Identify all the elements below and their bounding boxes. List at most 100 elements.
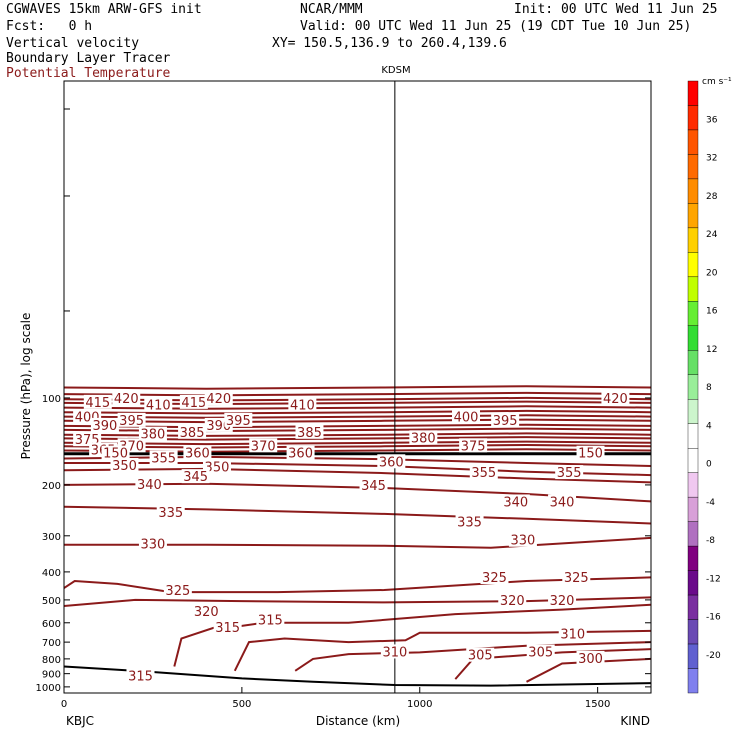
contour-label: 320 <box>550 594 575 609</box>
contour-label: 380 <box>141 428 166 443</box>
contour-label-bg <box>192 603 221 618</box>
contour-label: 150 <box>578 447 603 462</box>
contour-label: 335 <box>457 516 482 531</box>
contour-label: 360 <box>379 455 404 470</box>
contour-label-bg <box>126 668 155 683</box>
x-tick-label: 0 <box>61 699 67 710</box>
contour-label: 380 <box>411 431 436 446</box>
contour-label: 415 <box>181 396 206 411</box>
x-axis-label: Distance (km) <box>316 714 400 728</box>
contour-label: 350 <box>112 459 137 474</box>
contour-label: 410 <box>146 398 171 413</box>
contour-label-bg <box>181 469 210 484</box>
contour-label-bg <box>138 426 167 441</box>
contour-label-bg <box>562 570 591 585</box>
contour-label-bg <box>149 450 178 465</box>
x-tick-label: 1500 <box>585 699 610 710</box>
contour-label-bg <box>576 445 605 460</box>
contour-label: 345 <box>361 479 386 494</box>
contour-label-bg <box>548 494 577 509</box>
contour-label: 315 <box>215 621 240 636</box>
colorbar-swatch <box>687 350 699 375</box>
plot-frame <box>63 80 652 694</box>
contour-label-bg <box>90 417 119 432</box>
colorbar-swatch <box>687 448 699 473</box>
contour-label: 355 <box>557 466 582 481</box>
colorbar-swatch <box>687 399 699 424</box>
colorbar-label: 8 <box>706 383 712 393</box>
y-tick-label: 500 <box>42 596 61 607</box>
contour-label-bg <box>288 397 317 412</box>
contour-label-bg <box>224 412 253 427</box>
contour-label-bg <box>163 582 192 597</box>
contour-label: 330 <box>141 538 166 553</box>
colorbar-swatch <box>687 227 699 253</box>
field-boundary-layer-tracer: Boundary Layer Tracer <box>6 51 171 66</box>
colorbar-swatch <box>687 374 699 400</box>
colorbar-swatch <box>687 325 699 351</box>
contour-label: 340 <box>550 495 575 510</box>
colorbar-swatch <box>687 545 699 571</box>
contour-label-bg <box>110 457 139 472</box>
contour-label: 310 <box>382 645 407 660</box>
contour-label-bg <box>178 424 207 439</box>
contour-label-bg <box>179 394 208 409</box>
contour-label-bg <box>202 459 231 474</box>
colorbar-label: -4 <box>706 498 715 508</box>
contour-label-bg <box>452 409 481 424</box>
colorbar-label: 24 <box>706 230 718 240</box>
contour-label-bg <box>295 424 324 439</box>
contour-label-bg <box>138 536 167 551</box>
contour-label: 340 <box>137 478 162 493</box>
contour-label-bg <box>156 504 185 519</box>
colorbar-swatch <box>687 668 699 694</box>
contour-label-bg <box>112 391 141 406</box>
colorbar-swatch <box>687 129 699 155</box>
theta-contour-24 <box>233 629 652 672</box>
forecast-hour: Fcst: 0 h <box>6 19 93 34</box>
contour-label-bg <box>526 644 555 659</box>
contour-label: 355 <box>471 466 496 481</box>
colorbar-label: 32 <box>706 154 717 164</box>
colorbar-swatch <box>687 594 699 620</box>
colorbar-swatch <box>687 521 699 547</box>
contour-label-bg <box>491 412 520 427</box>
right-endpoint-label: KIND <box>620 714 650 728</box>
theta-contour-27 <box>526 657 652 683</box>
contour-label-bg <box>286 445 315 460</box>
colorbar-label: 16 <box>706 307 718 317</box>
colorbar-label: 0 <box>706 460 712 470</box>
theta-contour-22 <box>63 596 652 607</box>
contour-label: 390 <box>92 419 117 434</box>
theta-contour-13 <box>63 443 652 449</box>
contour-label: 320 <box>194 605 219 620</box>
contour-label: 410 <box>290 398 315 413</box>
colorbar-swatch <box>687 154 699 180</box>
colorbar-label: -16 <box>706 613 721 623</box>
contour-label: 415 <box>85 396 110 411</box>
theta-contour-6 <box>63 414 652 419</box>
contour-label-bg <box>501 494 530 509</box>
contour-label-bg <box>256 612 285 627</box>
contour-label: 325 <box>482 571 507 586</box>
theta-contour-26 <box>454 648 652 680</box>
contour-label: 315 <box>128 669 153 684</box>
contour-label: 305 <box>528 645 553 660</box>
field-vertical-velocity: Vertical velocity <box>6 36 140 51</box>
init-time: Init: 00 UTC Wed 11 Jun 25 <box>514 2 718 17</box>
colorbar-unit: cm s⁻¹ <box>702 77 732 87</box>
station-label: KDSM <box>381 65 410 76</box>
contour-label: 395 <box>493 414 518 429</box>
contour-label: 370 <box>251 439 276 454</box>
left-endpoint-label: KBJC <box>66 714 94 728</box>
colorbar-label: 28 <box>706 192 718 202</box>
contour-label: 330 <box>511 534 536 549</box>
contour-label-bg <box>548 593 577 608</box>
colorbar-label: 36 <box>706 115 718 125</box>
y-axis-label: Pressure (hPa), log scale <box>19 313 33 460</box>
contour-label-bg <box>249 438 278 453</box>
cross-section-coords: XY= 150.5,136.9 to 260.4,139.6 <box>272 36 507 51</box>
contour-label-bg <box>555 465 584 480</box>
contour-label-bg <box>601 391 630 406</box>
